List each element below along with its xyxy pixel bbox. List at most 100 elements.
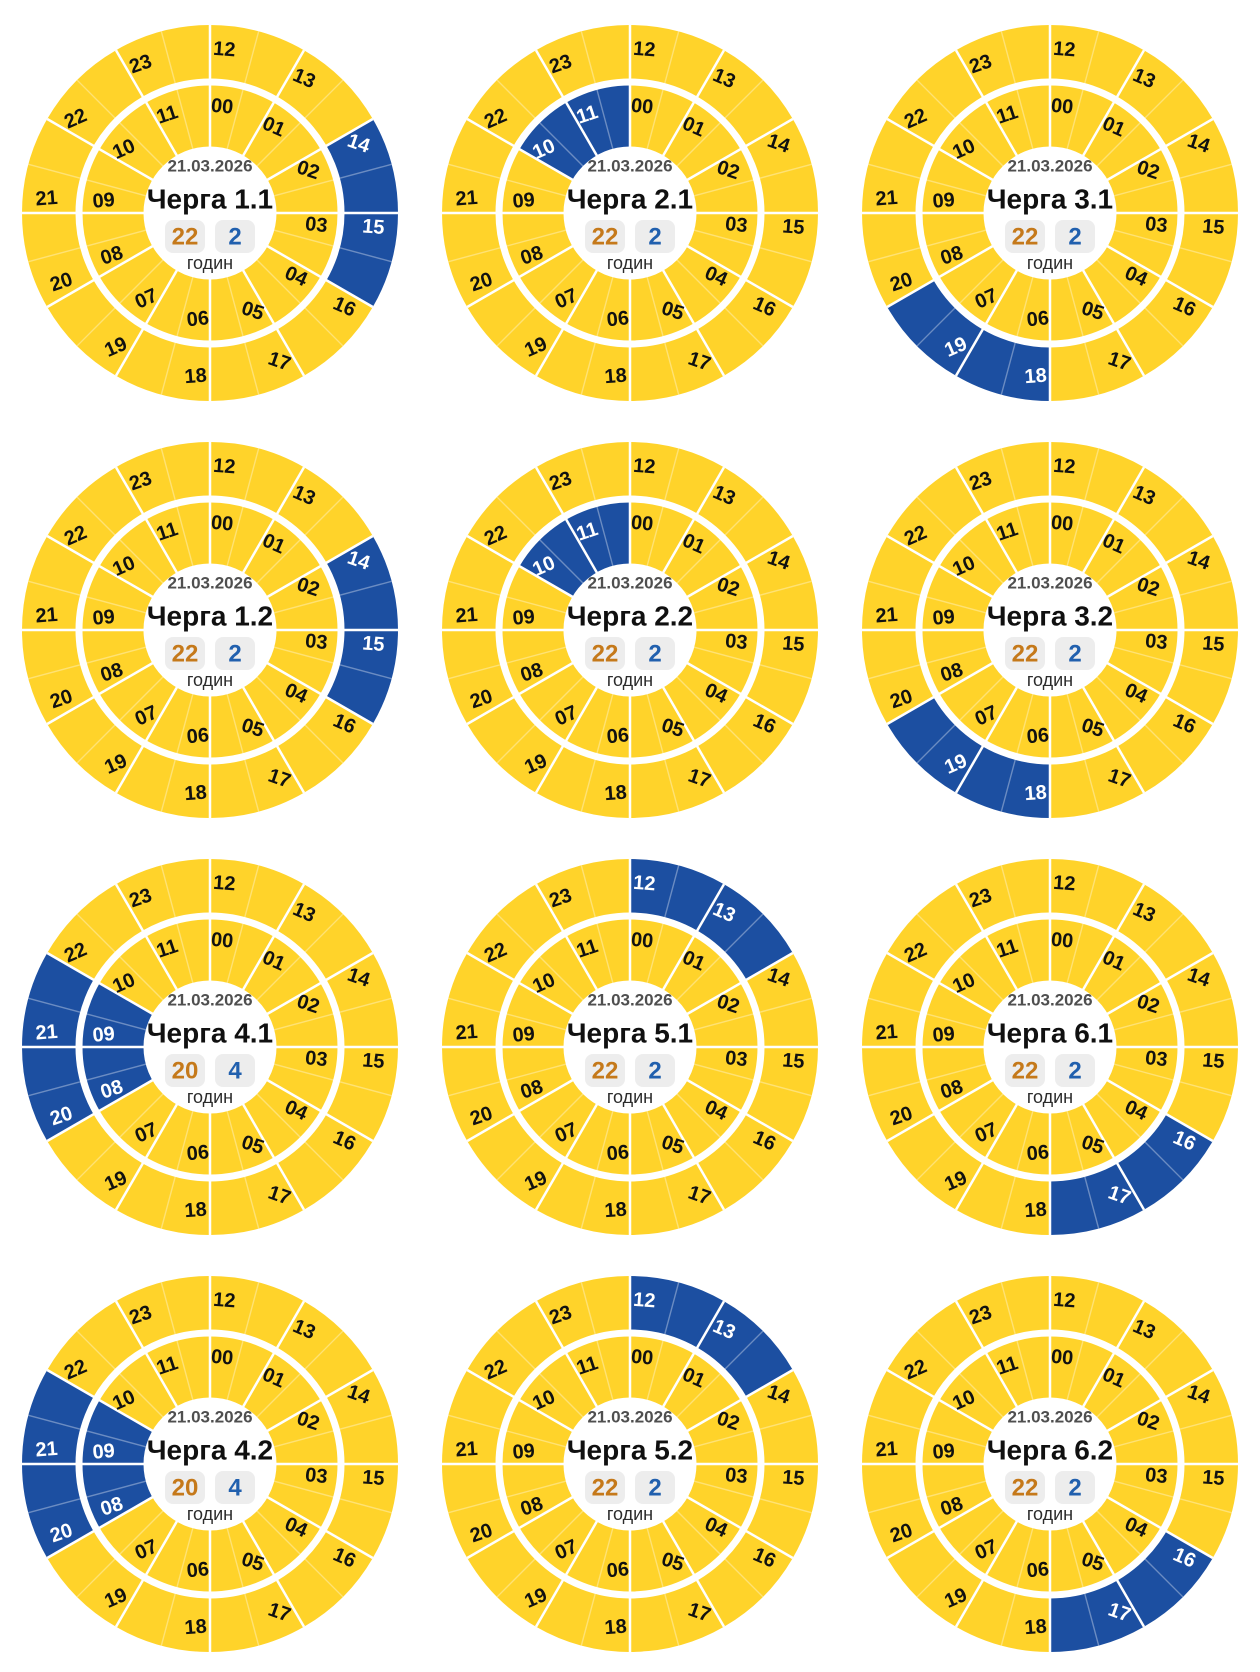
hours-unit-label: годин [607, 253, 653, 273]
half-hour-divider-line [1096, 258, 1184, 346]
hour-divider-line [534, 466, 599, 573]
power-on-segment-01 [1083, 518, 1161, 597]
hour-divider-line [1081, 1300, 1146, 1407]
outage-clock-chart: 0001020304050607080910111213141516171819… [22, 24, 398, 401]
power-on-segment-22 [47, 49, 143, 146]
power-on-segment-04 [1083, 1079, 1161, 1158]
half-hour-divider-line [916, 258, 1004, 346]
outage-clock-chart: 0001020304050607080910111213141516171819… [442, 1275, 818, 1652]
power-on-segment-06 [146, 269, 210, 341]
power-on-segment-13 [697, 49, 793, 146]
power-on-segment-04 [663, 662, 741, 741]
chart-date: 21.03.2026 [1007, 1407, 1092, 1426]
power-on-segment-02 [1107, 982, 1178, 1047]
hour-divider-line [661, 49, 726, 156]
power-on-segment-15 [746, 1046, 818, 1141]
hour-divider-line [954, 883, 1019, 990]
power-on-segment-02 [267, 982, 338, 1047]
outage-clock-chart: 0001020304050607080910111213141516171819… [22, 441, 398, 818]
ring-gap [75, 495, 345, 764]
power-on-segment-11 [146, 918, 210, 990]
power-on-segment-19 [467, 696, 563, 793]
power-on-segment-03 [267, 629, 338, 694]
hours-off-badge [215, 636, 255, 670]
power-on-segment-07 [519, 1079, 597, 1158]
power-on-segment-15 [746, 629, 818, 724]
hour-label: 15 [781, 1049, 805, 1073]
hours-on-badge [585, 636, 625, 670]
hours-off-count: 2 [648, 223, 661, 250]
power-on-segment-05 [630, 269, 694, 341]
hour-label: 21 [875, 603, 899, 627]
hour-label: 21 [875, 1020, 899, 1044]
power-on-segment-08 [502, 212, 573, 277]
half-hour-divider-line [226, 1110, 260, 1229]
half-hour-divider-line [256, 1092, 344, 1180]
hour-label: 12 [632, 1288, 656, 1312]
power-on-segment-02 [687, 565, 758, 630]
hour-divider-line [114, 49, 179, 156]
power-on-segment-11 [146, 84, 210, 156]
power-on-segment-21 [22, 535, 94, 630]
outage-segment-14 [326, 535, 398, 630]
hours-on-badge [165, 1053, 205, 1087]
hour-divider-line [886, 534, 994, 598]
power-on-segment-23 [956, 858, 1050, 931]
hour-divider-line [1081, 686, 1146, 793]
hour-divider-line [46, 1078, 154, 1142]
power-on-segment-22 [887, 466, 983, 563]
outage-segment-21 [22, 1369, 94, 1464]
power-on-segment-03 [267, 1046, 338, 1111]
ring-gap [75, 1329, 345, 1598]
hour-label: 21 [875, 186, 899, 210]
half-hour-divider-line [226, 30, 260, 149]
power-on-segment-01 [243, 935, 321, 1014]
hour-label: 00 [630, 928, 654, 952]
half-hour-divider-line [273, 1062, 392, 1096]
half-hour-divider-line [916, 1509, 1004, 1597]
power-on-segment-00 [630, 1335, 694, 1407]
hour-label: 18 [1024, 364, 1048, 388]
power-on-segment-00 [1050, 1335, 1114, 1407]
power-on-segment-23 [536, 24, 630, 97]
hour-label: 03 [724, 1464, 748, 1488]
chart-date: 21.03.2026 [587, 990, 672, 1009]
half-hour-divider-line [1066, 1281, 1100, 1400]
hour-label: 09 [92, 1022, 116, 1046]
half-hour-divider-line [273, 1479, 392, 1513]
power-on-segment-08 [502, 1046, 573, 1111]
half-hour-divider-line [448, 1062, 567, 1096]
half-hour-divider-line [226, 1281, 260, 1400]
power-on-segment-09 [502, 565, 573, 630]
power-on-segment-17 [210, 328, 304, 401]
power-on-segment-05 [630, 686, 694, 758]
power-on-segment-06 [986, 1520, 1050, 1592]
power-on-segment-07 [939, 1496, 1017, 1575]
hour-label: 06 [186, 724, 210, 748]
hour-divider-line [886, 1078, 994, 1142]
half-hour-divider-line [160, 1281, 194, 1400]
power-on-segment-12 [1050, 858, 1144, 931]
power-on-segment-03 [1107, 629, 1178, 694]
hour-divider-line [1106, 1495, 1214, 1559]
power-on-segment-12 [210, 441, 304, 514]
chart-date: 21.03.2026 [167, 1407, 252, 1426]
power-on-segment-21 [442, 118, 514, 213]
hour-label: 00 [1050, 94, 1074, 118]
hours-off-badge [215, 1053, 255, 1087]
power-on-segment-02 [687, 982, 758, 1047]
half-hour-divider-line [1096, 1092, 1184, 1180]
half-hour-divider-line [1066, 276, 1100, 395]
hour-divider-line [266, 1495, 374, 1559]
power-on-segment-10 [519, 1352, 597, 1431]
hour-divider-line [954, 1520, 1019, 1627]
hour-label: 12 [1052, 37, 1076, 61]
power-on-segment-07 [519, 245, 597, 324]
power-on-segment-04 [243, 662, 321, 741]
half-hour-divider-line [273, 163, 392, 197]
half-hour-divider-line [226, 1527, 260, 1646]
hour-label: 06 [1026, 1141, 1050, 1165]
power-on-segment-23 [116, 1275, 210, 1348]
hours-on-count: 22 [1012, 1057, 1039, 1084]
power-on-segment-10 [99, 101, 177, 180]
